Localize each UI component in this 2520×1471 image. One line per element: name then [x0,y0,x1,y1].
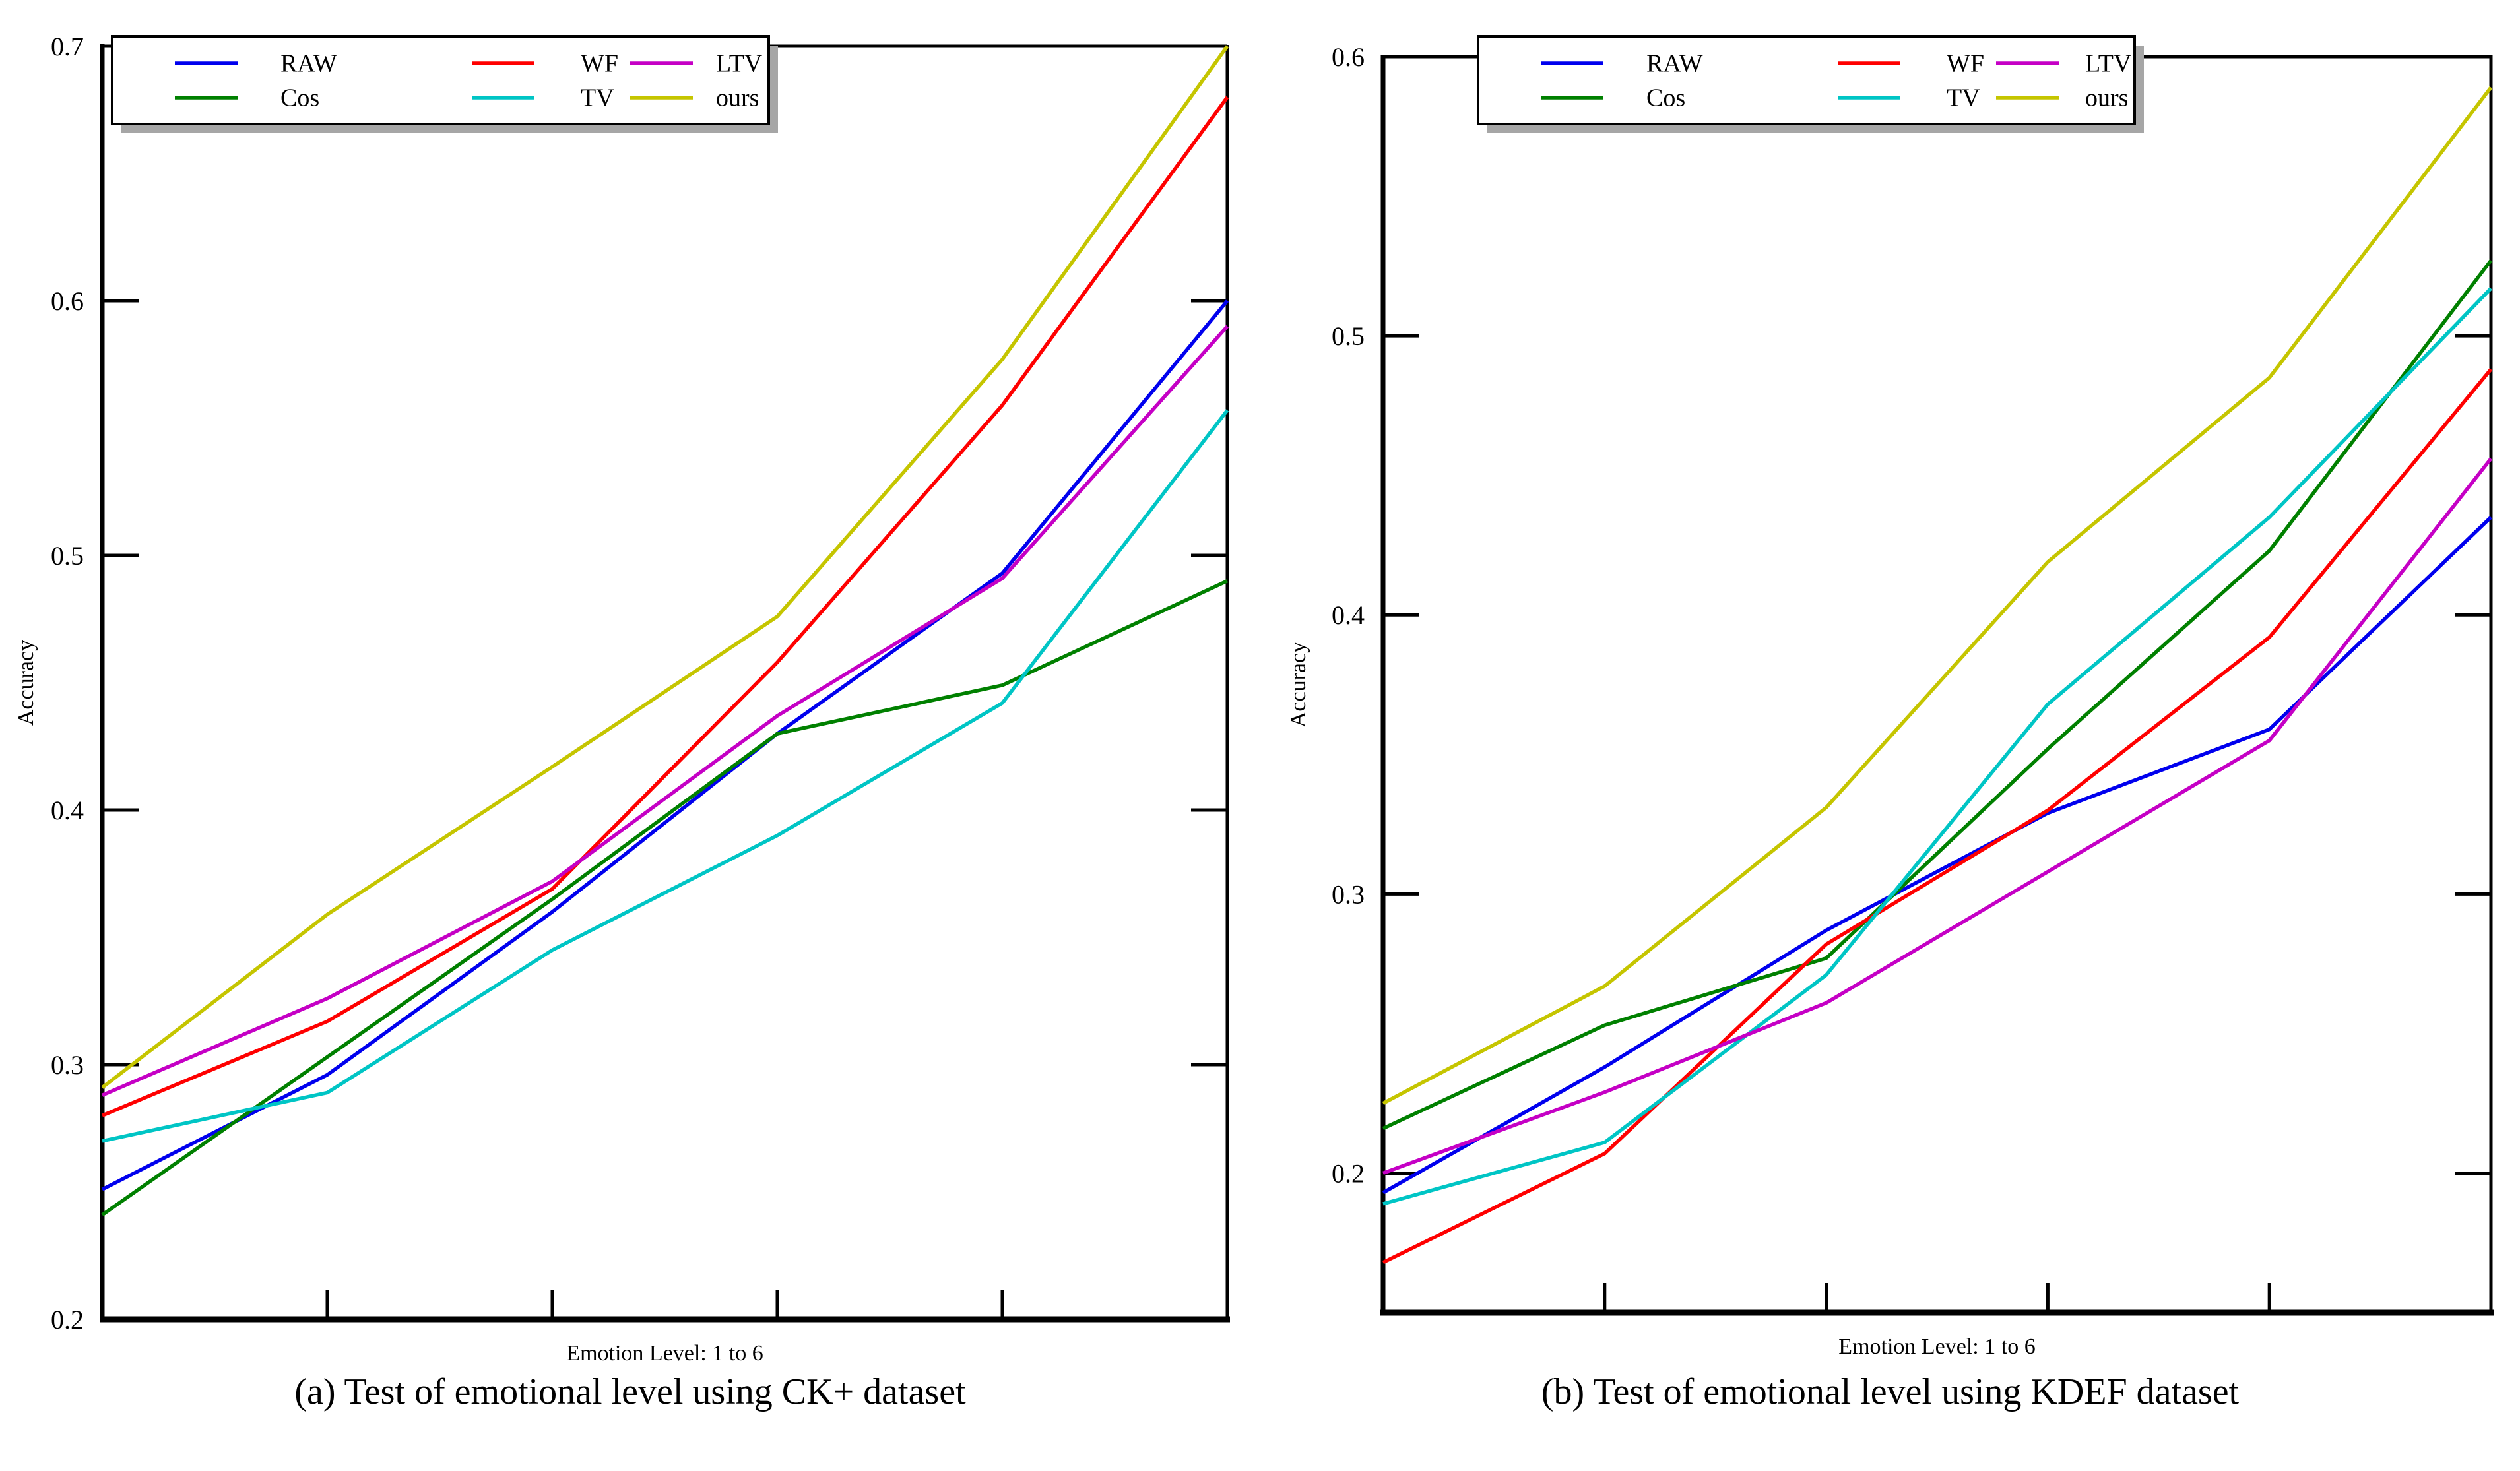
series-line-TV [1382,287,2492,1206]
y-tick-label: 0.2 [1332,1158,1365,1188]
chart-kdef: 0.2 0.3 0.4 0.5 0.6 Emotion Level: 1 to 6 Accu… [1286,35,2494,1359]
legend-label-ours: ours [2085,84,2128,112]
x-axis-label: Emotion Level: 1 to 6 [566,1341,763,1365]
legend-label-RAW: RAW [280,50,337,78]
y-axis-label: Accuracy [14,640,38,726]
series-line-WF [101,96,1229,1117]
legend-label-WF: WF [581,50,618,78]
y-tick-label: 0.4 [1332,600,1365,630]
y-axis-label: Accuracy [1286,642,1310,728]
series-line-Cos [101,579,1229,1216]
chart-ck-plus: 0.2 0.3 0.4 0.5 0.6 0.7 Emotion Level: 1 to 6 A… [14,32,1230,1365]
legend-label-LTV: LTV [2085,50,2132,78]
series-line-ours [101,45,1229,1089]
caption-panel-b: (b) Test of emotional level using KDEF d… [1541,1371,2240,1412]
legend-label-WF: WF [1947,50,1984,78]
series-line-WF [1382,368,2493,1265]
legend-label-TV: TV [1947,84,1980,112]
legend-label-RAW: RAW [1646,50,1703,78]
legend-label-Cos: Cos [280,84,319,112]
legend-label-Cos: Cos [1646,84,1685,112]
y-tick-label: 0.2 [51,1305,84,1334]
y-tick-label: 0.4 [51,796,84,825]
x-axis-label: Emotion Level: 1 to 6 [1838,1334,2035,1359]
series-line-LTV [1382,457,2493,1175]
legend-label-LTV: LTV [716,50,763,78]
y-tick-label: 0.3 [1332,879,1365,909]
y-tick-label: 0.5 [51,541,84,571]
y-tick-label: 0.6 [1332,42,1365,72]
series-line-TV [102,409,1229,1143]
caption-panel-a: (a) Test of emotional level using CK+ da… [294,1371,966,1412]
legend-box [1477,35,2136,125]
legend-label-TV: TV [581,84,614,112]
y-tick-label: 0.3 [51,1050,84,1080]
y-tick-label: 0.5 [1332,321,1365,351]
series-line-Cos [1382,259,2493,1131]
series-line-RAW [101,299,1229,1191]
series-line-ours [1382,86,2493,1106]
legend-box [111,35,770,125]
series-line-LTV [101,325,1229,1097]
legend-label-ours: ours [716,84,759,112]
y-tick-label: 0.6 [51,286,84,316]
y-tick-label: 0.7 [51,32,84,61]
